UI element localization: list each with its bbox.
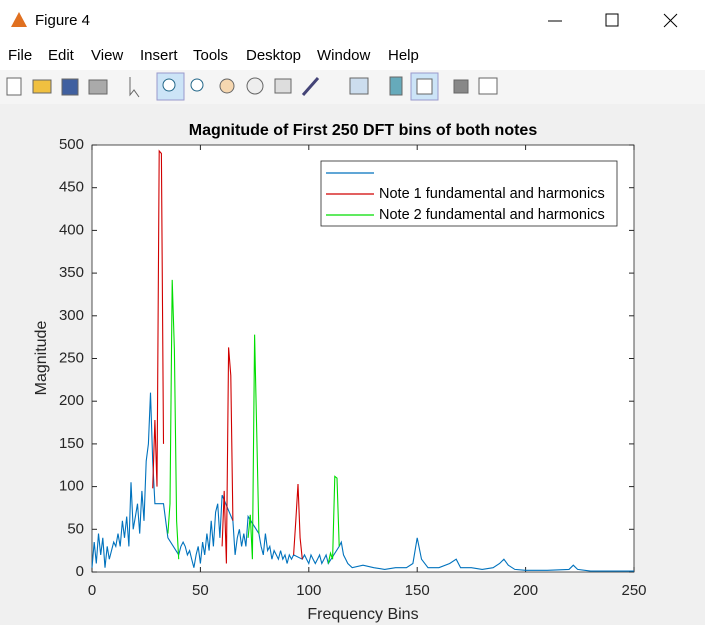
series-line [91,392,634,572]
title-bar [0,0,705,40]
y-tick-label: 100 [59,478,84,495]
menu-item[interactable]: Help [388,47,419,64]
new-icon[interactable] [6,77,22,96]
pointer-icon[interactable] [129,77,140,98]
y-tick-label: 50 [67,520,84,537]
brush-icon[interactable] [301,77,320,96]
rotate-icon[interactable] [246,77,264,95]
x-tick-label: 250 [621,582,646,599]
x-tick-label: 200 [513,582,538,599]
menu-item[interactable]: Tools [193,47,229,64]
menu-item[interactable]: Window [317,47,371,64]
y-tick-label: 350 [59,264,84,281]
print-icon[interactable] [88,79,108,95]
open-icon[interactable] [32,79,52,94]
save-icon[interactable] [61,78,79,96]
y-tick-label: 300 [59,307,84,324]
zoom-out-icon[interactable] [190,78,204,92]
colorbar-icon[interactable] [389,76,403,96]
y-axis-label: Magnitude [33,321,50,396]
datatip-icon[interactable] [274,78,292,94]
toolbar-icons [6,72,498,101]
y-tick-label: 150 [59,435,84,452]
window-title: Figure 4 [35,12,90,29]
x-tick-label: 150 [405,582,430,599]
y-tick-label: 500 [59,136,84,153]
y-tick-label: 250 [59,349,84,366]
y-tick-label: 450 [59,179,84,196]
x-tick-label: 100 [296,582,321,599]
pan-icon[interactable] [219,78,235,94]
y-tick-label: 400 [59,221,84,238]
hide-tools-icon[interactable] [453,79,469,94]
legend-label: Note 2 fundamental and harmonics [379,207,605,223]
chart-title: Magnitude of First 250 DFT bins of both … [189,122,538,139]
close-button[interactable] [663,13,678,28]
menu-item[interactable]: View [91,47,124,64]
dock-icon[interactable] [478,77,498,95]
menu-item[interactable]: Insert [140,47,178,64]
menu-item[interactable]: Desktop [246,47,302,64]
y-tick-label: 0 [76,563,84,580]
maximize-button[interactable] [605,13,619,27]
menu-item[interactable]: Edit [48,47,74,64]
series-line [167,279,340,564]
link-icon[interactable] [349,77,369,95]
x-axis-label: Frequency Bins [307,606,418,623]
y-tick-label: 200 [59,392,84,409]
legend-label: Note 1 fundamental and harmonics [379,186,605,202]
window-border [0,625,705,634]
x-tick-label: 50 [192,582,209,599]
x-tick-label: 0 [88,582,96,599]
series-line [152,149,303,564]
menu-item[interactable]: File [8,47,33,64]
app-icon [11,12,27,27]
